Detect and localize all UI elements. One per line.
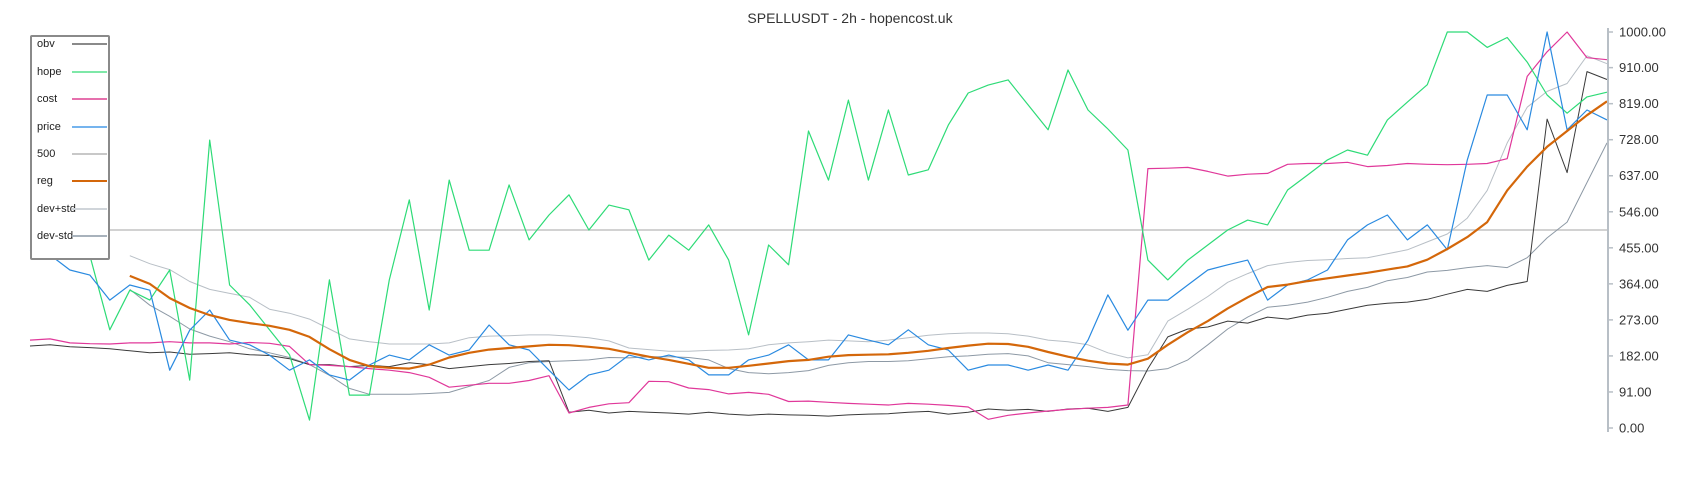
series-line-dev: [129, 142, 1608, 395]
legend-item-obv: obv: [37, 38, 107, 50]
legend-label: obv: [37, 38, 55, 50]
y-tick-label: 273.00: [1619, 312, 1659, 327]
legend-label: price: [37, 121, 61, 133]
series-line-cost: [29, 31, 1608, 420]
series-line-hope: [89, 31, 1608, 421]
legend-item-500: 500: [37, 148, 107, 160]
legend-swatch-reg: [72, 180, 107, 182]
legend-item-dev-plus-std: dev+std: [37, 203, 107, 215]
legend-label: dev-std: [37, 230, 74, 242]
y-tick-label: 910.00: [1619, 60, 1659, 75]
y-tick-label: 455.00: [1619, 240, 1659, 255]
y-tick-label: 182.00: [1619, 348, 1659, 363]
y-tick-label: 1000.00: [1619, 25, 1666, 40]
legend-label: hope: [37, 66, 62, 78]
y-tick-label: 819.00: [1619, 96, 1659, 111]
chart-title: SPELLUSDT - 2h - hopencost.uk: [747, 10, 953, 26]
legend-swatch-dev-plus-std: [72, 208, 107, 210]
legend-swatch-500: [72, 153, 107, 155]
y-tick-label: 364.00: [1619, 276, 1659, 291]
legend-swatch-hope: [72, 71, 107, 73]
legend: obv hope cost price 500 reg dev+std dev-…: [30, 35, 110, 260]
legend-swatch-cost: [72, 98, 107, 100]
series-line-reg: [129, 100, 1608, 370]
legend-swatch-dev-minus-std: [72, 235, 107, 237]
y-tick-label: 637.00: [1619, 168, 1659, 183]
y-tick-label: 91.00: [1619, 384, 1652, 399]
series-line-price: [29, 31, 1608, 391]
legend-label: reg: [37, 175, 53, 187]
legend-label: dev+std: [37, 203, 76, 215]
legend-swatch-price: [72, 126, 107, 128]
plot-area: [29, 31, 1608, 421]
legend-item-dev-minus-std: dev-std: [37, 230, 107, 242]
legend-swatch-obv: [72, 43, 107, 45]
y-tick-label: 546.00: [1619, 204, 1659, 219]
y-tick-label: 728.00: [1619, 132, 1659, 147]
legend-item-reg: reg: [37, 175, 107, 187]
legend-label: 500: [37, 148, 56, 160]
legend-label: cost: [37, 93, 58, 105]
series-line-dev-minus-plus: [129, 55, 1608, 359]
y-tick-label: 0.00: [1619, 421, 1644, 436]
y-axis: 1000.00 910.00 819.00 728.00 637.00 546.00 455…: [1607, 25, 1666, 436]
series-line-obv: [29, 71, 1608, 417]
legend-item-cost: cost: [37, 93, 107, 105]
legend-item-price: price: [37, 121, 107, 133]
legend-item-hope: hope: [37, 66, 107, 78]
